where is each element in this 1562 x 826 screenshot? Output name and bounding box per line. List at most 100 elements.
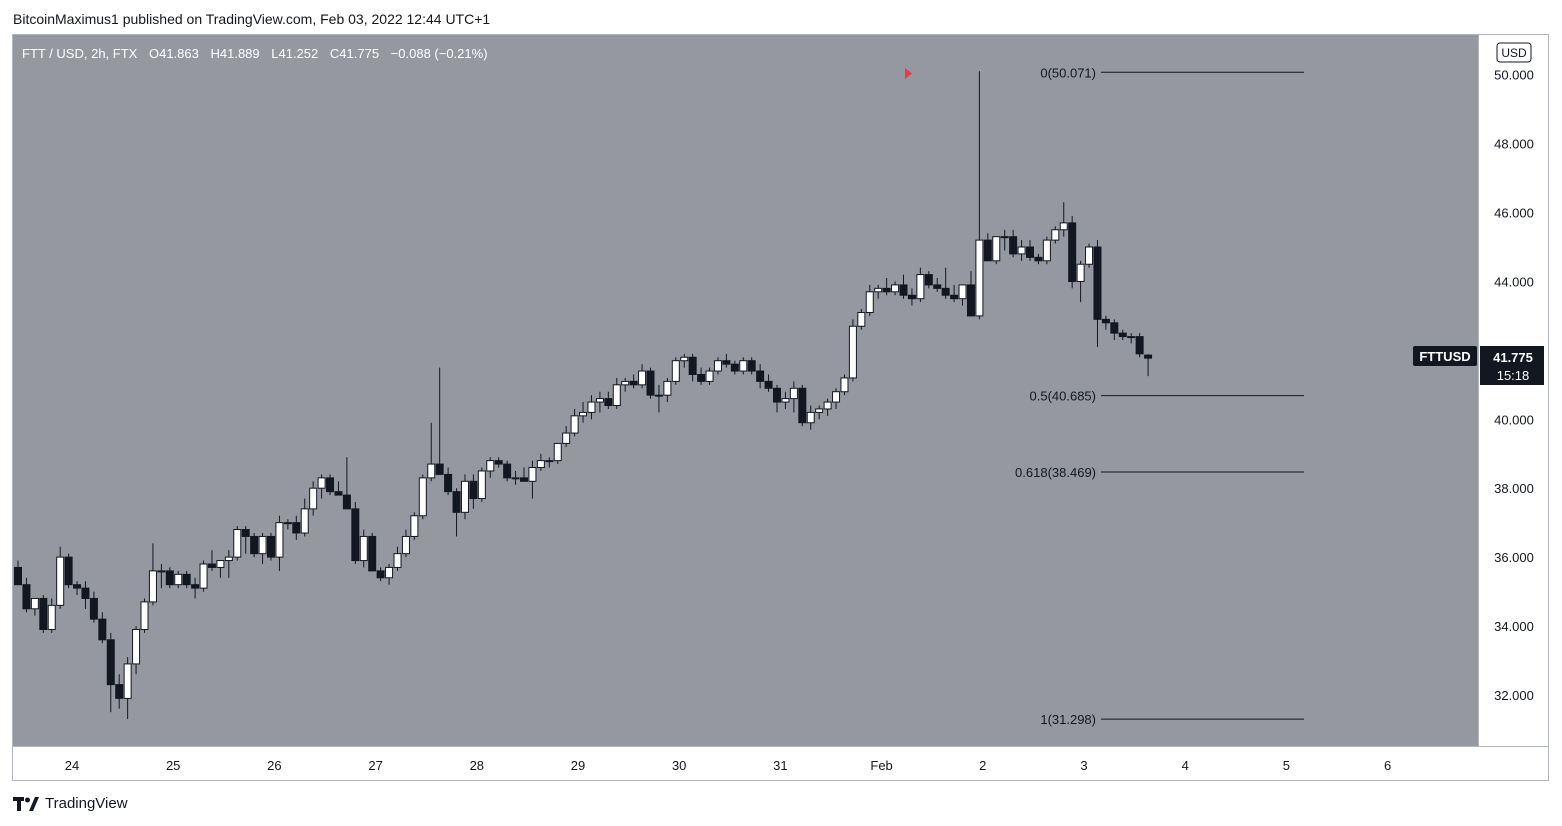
candle [64,553,73,589]
candle [730,360,739,375]
candle-body [975,239,984,317]
candle-body [680,356,689,362]
candle [452,488,461,537]
candle-body [258,535,267,555]
candle-body [81,587,90,599]
candle-body [435,463,444,475]
candle [857,309,866,330]
candle-body [688,356,697,375]
candle-body [621,380,630,386]
candle [275,515,284,571]
legend-close-value: 41.775 [339,46,379,61]
candle-body [14,566,22,586]
tradingview-logo[interactable]: TradingView [13,795,128,812]
candle-body [604,398,613,407]
price-tick-label: 32.000 [1494,688,1534,703]
candle [840,374,849,396]
price-tick-label: 38.000 [1494,481,1534,496]
time-tick-label: 6 [1384,758,1391,773]
candle-body [722,360,731,365]
fib-level-label: 0(50.071) [1040,65,1096,80]
candle-body [1059,222,1068,231]
plot-area[interactable] [13,35,1478,746]
fibonacci-retracement[interactable]: 0(50.071) 0.5(40.685) 0.618(38.469) 1(31.29… [1015,65,1304,727]
legend-symbol: FTT / USD, 2h, FTX [22,46,138,61]
candle-body [326,477,335,493]
candle-body [106,639,115,686]
candle [950,284,959,303]
candle [140,598,149,633]
candle-body [292,522,301,534]
candle [823,398,832,416]
candle-body [1034,256,1043,262]
candle [789,381,798,413]
candle-body [891,284,900,293]
candle-body [663,380,672,396]
candle [924,271,933,289]
candle [182,570,191,589]
time-tick-label: 30 [672,758,686,773]
candle [376,567,385,582]
fib-level-label: 1(31.298) [1040,712,1096,727]
candle-body [983,239,992,262]
candle [705,367,714,385]
candle-body [553,442,562,462]
candle-body [174,573,183,586]
candle [460,474,469,520]
candle [30,597,39,616]
candle [81,581,90,609]
price-badge-countdown: 15:18 [1497,368,1530,383]
candle [916,267,925,303]
candle-body [132,628,141,665]
legend-open-label: O [149,46,159,61]
alert-marker-icon [905,68,912,79]
candle-body [579,411,588,417]
candle-body [806,411,815,424]
candle-body [1110,322,1119,334]
candle-body [233,529,242,558]
candle [966,271,975,317]
fib-level-label: 0.5(40.685) [1030,389,1097,404]
candle [1085,243,1094,268]
candle-body [747,360,756,372]
candle [612,377,621,409]
candle-body [1135,336,1144,355]
candle [595,391,604,413]
candle [317,474,326,499]
candle [832,388,841,409]
candle [1135,333,1144,358]
candle [115,674,124,709]
candle-body [309,487,318,510]
candle [351,501,360,564]
candlestick-chart[interactable]: 0(50.071) 0.5(40.685) 0.618(38.469) 1(31.29… [0,0,1562,790]
candle [697,367,706,385]
candle-body [494,460,503,465]
price-tick-label: 40.000 [1494,412,1534,427]
candle [334,481,343,496]
candle-body [629,380,638,386]
candle [536,453,545,471]
candle [663,377,672,403]
candle-body [250,535,259,555]
candle-body [1093,246,1102,320]
candle [1026,240,1034,261]
candle-body [98,618,107,641]
candle-body [713,360,722,372]
candle [654,384,663,413]
legend-open-value: 41.863 [159,46,199,61]
candle [47,598,56,633]
candle [671,357,680,385]
candle [865,284,874,316]
candle [806,405,815,430]
candle-body [503,463,512,479]
candle-body [511,477,520,480]
candle-body [1076,263,1085,282]
candle [511,470,520,485]
time-axis[interactable] [13,746,1478,780]
candle-body [359,535,368,562]
currency-button[interactable]: USD [1496,42,1532,63]
candle-body [697,373,706,382]
price-axis[interactable] [1479,35,1548,746]
candle [174,570,183,589]
candle [469,474,478,509]
